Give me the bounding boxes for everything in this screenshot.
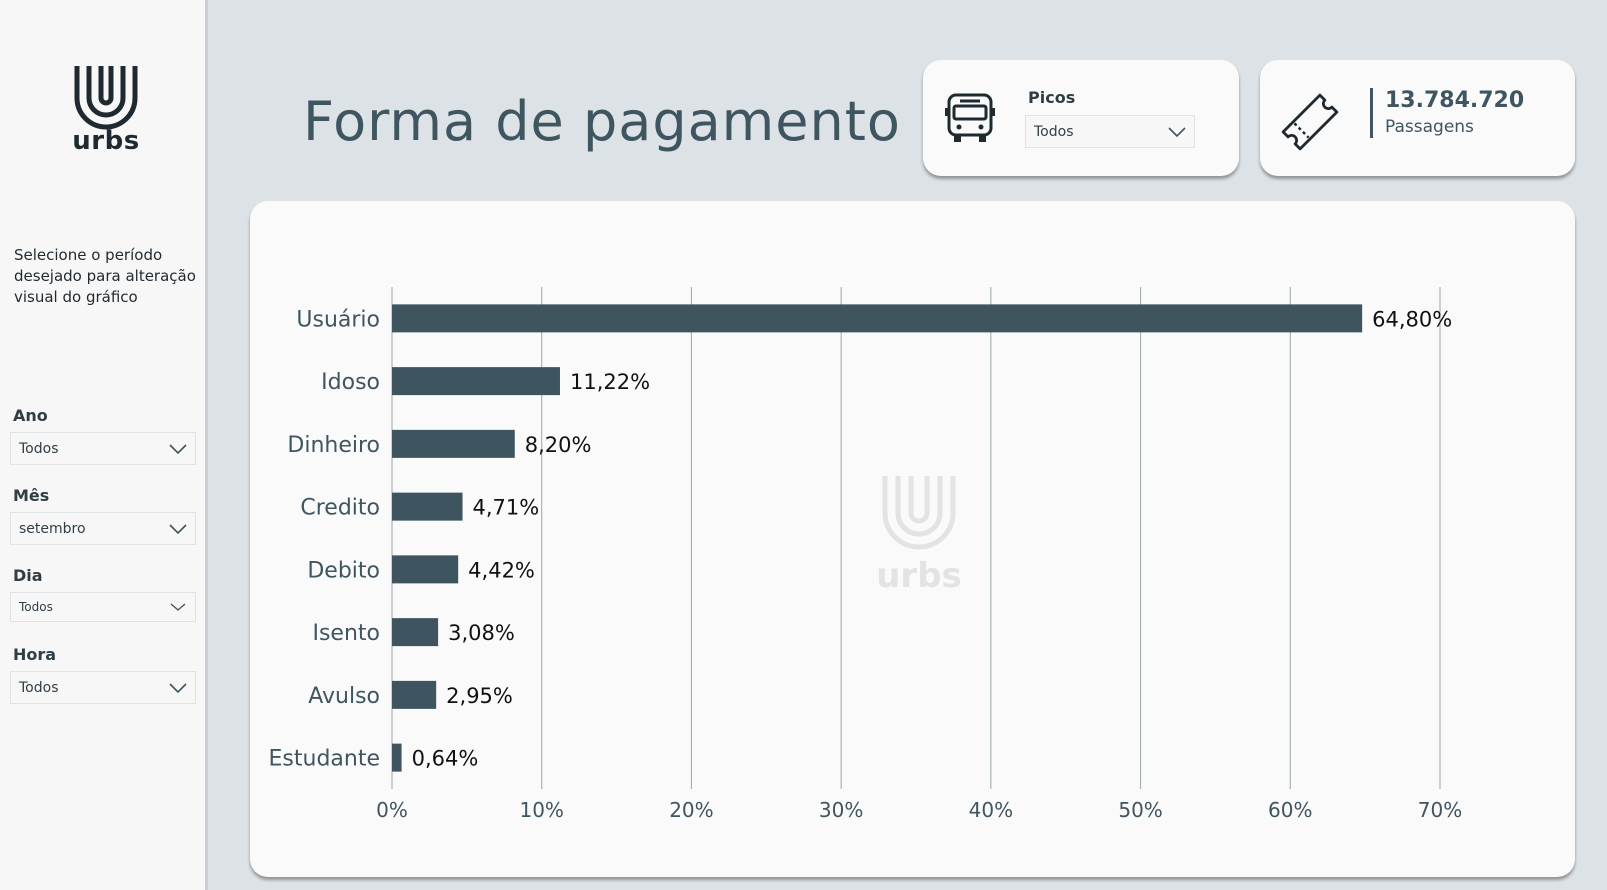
category-label: Credito xyxy=(300,496,380,521)
passagens-card: 13.784.720 Passagens xyxy=(1260,60,1575,176)
mes-dropdown[interactable]: setembro xyxy=(10,512,196,545)
x-tick-label: 50% xyxy=(1118,798,1162,822)
ticket-icon xyxy=(1281,93,1339,151)
x-tick-label: 70% xyxy=(1418,798,1462,822)
x-tick-label: 30% xyxy=(819,798,863,822)
filter-label: Mês xyxy=(13,486,50,505)
page-title: Forma de pagamento xyxy=(303,90,901,153)
ano-dropdown[interactable]: Todos xyxy=(10,432,196,465)
data-label: 11,22% xyxy=(570,370,650,394)
filter-mes: Mês setembro xyxy=(10,486,196,545)
x-tick-label: 40% xyxy=(969,798,1013,822)
passagens-value: 13.784.720 xyxy=(1385,88,1525,113)
dropdown-value: setembro xyxy=(19,520,86,537)
dropdown-value: Todos xyxy=(19,440,59,457)
data-label: 0,64% xyxy=(412,747,479,771)
watermark-text: urbs xyxy=(876,556,962,596)
chevron-down-icon xyxy=(169,682,187,693)
dia-dropdown[interactable]: Todos xyxy=(10,592,196,622)
bar-estudante[interactable] xyxy=(392,743,402,772)
dropdown-value: Todos xyxy=(1034,123,1074,140)
watermark-logo: urbs xyxy=(876,476,962,596)
bus-icon xyxy=(945,93,995,142)
data-label: 2,95% xyxy=(446,684,513,708)
bar-debito[interactable] xyxy=(392,555,459,584)
category-label: Avulso xyxy=(308,684,380,709)
chevron-down-icon xyxy=(170,603,186,611)
category-label: Isento xyxy=(312,621,380,646)
data-label: 8,20% xyxy=(525,433,592,457)
kpi-divider xyxy=(1370,88,1373,138)
category-label: Usuário xyxy=(296,307,380,332)
category-label: Debito xyxy=(307,558,380,583)
payment-bar-chart: urbs Usuário 64,80% Idoso 11,22% Dinheiro 8,2… xyxy=(269,287,1462,822)
hora-dropdown[interactable]: Todos xyxy=(10,671,196,704)
category-label: Idoso xyxy=(321,370,380,395)
filter-label: Hora xyxy=(13,645,57,664)
x-tick-label: 20% xyxy=(669,798,713,822)
dropdown-value: Todos xyxy=(19,600,53,614)
dropdown-value: Todos xyxy=(19,679,59,696)
data-label: 64,80% xyxy=(1372,307,1452,331)
picos-dropdown[interactable]: Todos xyxy=(1025,115,1195,148)
x-tick-label: 60% xyxy=(1268,798,1312,822)
passagens-label: Passagens xyxy=(1385,117,1474,137)
x-tick-label: 10% xyxy=(519,798,563,822)
filter-hora: Hora Todos xyxy=(10,645,196,704)
chevron-down-icon xyxy=(1168,126,1186,137)
help-text: Selecione o período desejado para altera… xyxy=(14,246,196,306)
data-label: 4,71% xyxy=(473,496,540,520)
bar-avulso[interactable] xyxy=(392,680,437,709)
chevron-down-icon xyxy=(169,523,187,534)
x-tick-label: 0% xyxy=(376,798,408,822)
bar-credito[interactable] xyxy=(392,492,463,521)
urbs-logo: urbs xyxy=(66,62,146,172)
bar-isento[interactable] xyxy=(392,618,439,647)
bar-usuário[interactable] xyxy=(392,304,1363,333)
sidebar: urbs Selecione o período desejado para a… xyxy=(0,0,208,890)
filter-dia: Dia Todos xyxy=(10,566,196,622)
filter-ano: Ano Todos xyxy=(10,406,196,465)
bar-idoso[interactable] xyxy=(392,367,560,396)
chevron-down-icon xyxy=(169,443,187,454)
filter-label: Dia xyxy=(13,566,43,585)
picos-label: Picos xyxy=(1028,88,1076,107)
bar-dinheiro[interactable] xyxy=(392,429,515,458)
category-label: Dinheiro xyxy=(287,433,380,458)
chart-card: urbs Usuário 64,80% Idoso 11,22% Dinheiro 8,2… xyxy=(250,201,1575,877)
category-label: Estudante xyxy=(269,747,380,772)
filter-label: Ano xyxy=(13,406,48,425)
data-label: 4,42% xyxy=(468,558,535,582)
logo-text: urbs xyxy=(72,126,140,156)
data-label: 3,08% xyxy=(448,621,515,645)
urbs-logo-icon xyxy=(74,66,138,130)
picos-card: Picos Todos xyxy=(923,60,1239,176)
